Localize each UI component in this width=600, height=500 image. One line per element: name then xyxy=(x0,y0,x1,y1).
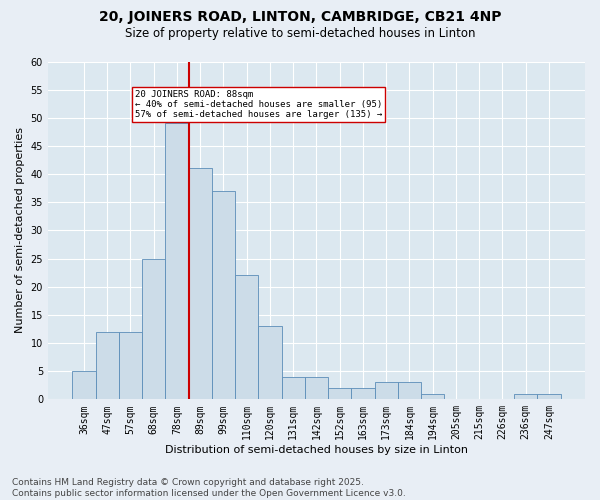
Bar xyxy=(73,371,95,400)
Text: 20, JOINERS ROAD, LINTON, CAMBRIDGE, CB21 4NP: 20, JOINERS ROAD, LINTON, CAMBRIDGE, CB2… xyxy=(99,10,501,24)
Bar xyxy=(328,388,352,400)
Bar xyxy=(259,326,281,400)
Bar xyxy=(235,276,259,400)
Bar xyxy=(95,332,119,400)
Bar xyxy=(119,332,142,400)
Bar xyxy=(188,168,212,400)
X-axis label: Distribution of semi-detached houses by size in Linton: Distribution of semi-detached houses by … xyxy=(165,445,468,455)
Bar xyxy=(212,191,235,400)
Text: Contains HM Land Registry data © Crown copyright and database right 2025.
Contai: Contains HM Land Registry data © Crown c… xyxy=(12,478,406,498)
Text: Size of property relative to semi-detached houses in Linton: Size of property relative to semi-detach… xyxy=(125,28,475,40)
Bar xyxy=(142,258,166,400)
Bar xyxy=(352,388,374,400)
Bar xyxy=(421,394,445,400)
Bar xyxy=(281,377,305,400)
Text: 20 JOINERS ROAD: 88sqm
← 40% of semi-detached houses are smaller (95)
57% of sem: 20 JOINERS ROAD: 88sqm ← 40% of semi-det… xyxy=(135,90,382,120)
Bar xyxy=(514,394,538,400)
Y-axis label: Number of semi-detached properties: Number of semi-detached properties xyxy=(15,128,25,334)
Bar xyxy=(166,124,188,400)
Bar xyxy=(538,394,560,400)
Bar xyxy=(305,377,328,400)
Bar xyxy=(398,382,421,400)
Bar xyxy=(374,382,398,400)
